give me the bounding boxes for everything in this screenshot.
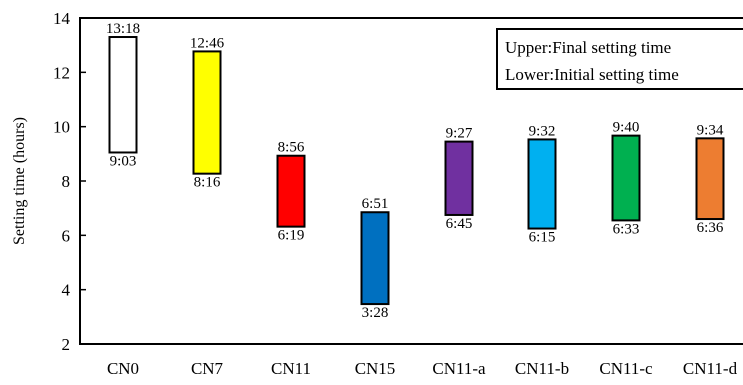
initial-time-label: 6:19 — [278, 228, 305, 244]
y-tick-label: 4 — [62, 281, 71, 300]
initial-time-label: 6:45 — [446, 216, 473, 232]
final-time-label: 12:46 — [190, 35, 225, 51]
range-bar — [611, 134, 641, 222]
x-axis: CN0 CN7 CN11 CN15 CN11-a CN11-b CN11-c CN11-d — [107, 359, 738, 378]
final-time-label: 9:34 — [697, 122, 724, 138]
legend: Upper:Final setting time Lower:Initial s… — [496, 28, 743, 90]
initial-time-label: 6:33 — [613, 221, 640, 237]
range-bar — [108, 36, 138, 154]
x-tick-label: CN11 — [271, 359, 311, 378]
range-bar — [192, 50, 222, 175]
x-tick-label: CN11-b — [515, 359, 569, 378]
final-time-label: 8:56 — [278, 140, 305, 156]
x-tick-label: CN15 — [355, 359, 396, 378]
initial-time-label: 6:15 — [529, 230, 556, 246]
final-time-label: 9:32 — [529, 123, 556, 139]
y-tick-label: 8 — [62, 172, 71, 191]
y-axis: 2 4 6 8 10 12 14 — [53, 9, 86, 354]
y-tick-label: 12 — [53, 63, 70, 82]
legend-line-initial: Lower:Initial setting time — [505, 65, 679, 84]
y-tick-label: 6 — [62, 226, 71, 245]
final-time-label: 13:18 — [106, 21, 140, 37]
final-time-label: 6:51 — [362, 196, 389, 212]
final-time-label: 9:40 — [613, 120, 640, 136]
y-tick-label: 10 — [53, 118, 70, 137]
initial-time-label: 6:36 — [697, 220, 724, 236]
legend-line-final: Upper:Final setting time — [505, 38, 671, 57]
range-bar — [444, 140, 474, 216]
time-labels: 13:18 9:03 12:46 8:16 8:56 6:19 6:51 3:28 9:27 6:… — [106, 21, 724, 321]
x-tick-label: CN11-a — [432, 359, 486, 378]
initial-time-label: 8:16 — [194, 175, 221, 191]
x-tick-label: CN0 — [107, 359, 139, 378]
initial-time-label: 3:28 — [362, 305, 389, 321]
y-tick-label: 2 — [62, 335, 71, 354]
range-bar — [527, 138, 557, 230]
x-tick-label: CN7 — [191, 359, 224, 378]
initial-time-label: 9:03 — [110, 153, 137, 169]
x-tick-label: CN11-c — [599, 359, 653, 378]
y-tick-label: 14 — [53, 9, 71, 28]
x-tick-label: CN11-d — [683, 359, 738, 378]
y-axis-title: Setting time (hours) — [11, 117, 28, 245]
range-bar — [276, 154, 306, 228]
bars — [108, 36, 725, 306]
range-bar — [360, 211, 390, 306]
final-time-label: 9:27 — [446, 126, 473, 142]
range-bar — [695, 137, 725, 221]
legend-box — [496, 28, 743, 90]
